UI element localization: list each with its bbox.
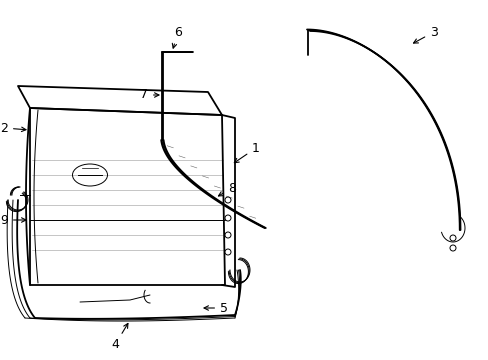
Text: 2: 2 (0, 122, 26, 135)
Ellipse shape (72, 164, 107, 186)
Text: 9: 9 (0, 213, 26, 226)
Text: 1: 1 (234, 141, 259, 163)
Text: 7: 7 (140, 89, 159, 102)
Circle shape (449, 235, 455, 241)
Circle shape (224, 215, 230, 221)
Text: 6: 6 (172, 26, 182, 48)
Text: 5: 5 (203, 302, 227, 315)
Text: 8: 8 (218, 181, 236, 196)
Circle shape (224, 232, 230, 238)
Circle shape (449, 245, 455, 251)
Circle shape (224, 249, 230, 255)
Text: 3: 3 (413, 26, 437, 43)
Circle shape (224, 197, 230, 203)
Text: 4: 4 (111, 323, 128, 351)
